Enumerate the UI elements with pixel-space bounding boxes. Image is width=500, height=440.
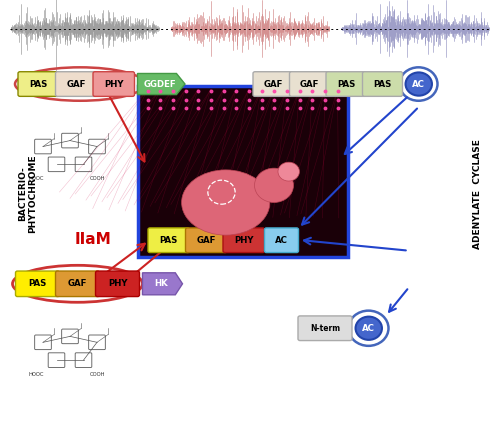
Text: PAS: PAS (160, 236, 178, 245)
Text: HK: HK (154, 279, 168, 288)
FancyBboxPatch shape (264, 228, 298, 253)
Text: AC: AC (362, 324, 375, 333)
Text: PHY: PHY (234, 236, 254, 245)
FancyBboxPatch shape (290, 72, 330, 96)
FancyBboxPatch shape (186, 228, 227, 253)
Text: GAF: GAF (196, 236, 216, 245)
Text: HOOC: HOOC (28, 176, 44, 181)
Text: ADENYLATE  CYCLASE: ADENYLATE CYCLASE (473, 139, 482, 249)
FancyBboxPatch shape (96, 271, 140, 297)
Text: GAF: GAF (68, 279, 87, 288)
FancyBboxPatch shape (56, 72, 97, 96)
FancyBboxPatch shape (253, 72, 293, 96)
Ellipse shape (182, 170, 270, 235)
Text: HOOC: HOOC (28, 372, 44, 377)
FancyBboxPatch shape (326, 72, 366, 96)
Text: PHY: PHY (104, 80, 124, 88)
Text: BACTERIO-
PHYTOCHROME: BACTERIO- PHYTOCHROME (18, 154, 37, 233)
Text: PAS: PAS (374, 80, 392, 88)
FancyBboxPatch shape (16, 271, 60, 297)
Text: PAS: PAS (337, 80, 355, 88)
Text: AC: AC (275, 236, 288, 245)
FancyBboxPatch shape (223, 228, 264, 253)
Circle shape (254, 168, 294, 202)
Polygon shape (138, 73, 185, 95)
FancyBboxPatch shape (148, 228, 190, 253)
Text: PAS: PAS (30, 80, 48, 88)
Text: IIaM: IIaM (74, 232, 111, 247)
Circle shape (356, 317, 382, 340)
Text: GAF: GAF (300, 80, 319, 88)
FancyBboxPatch shape (362, 72, 403, 96)
Text: PAS: PAS (28, 279, 46, 288)
FancyBboxPatch shape (18, 72, 59, 96)
Text: GAF: GAF (264, 80, 282, 88)
Text: COOH: COOH (89, 372, 105, 377)
Text: GGDEF: GGDEF (143, 80, 176, 88)
Circle shape (406, 73, 432, 95)
Text: GAF: GAF (66, 80, 86, 88)
FancyBboxPatch shape (93, 72, 134, 96)
Bar (138, 86, 348, 257)
Text: N-term: N-term (310, 324, 340, 333)
FancyBboxPatch shape (56, 271, 100, 297)
Text: AC: AC (412, 80, 425, 88)
FancyBboxPatch shape (298, 316, 352, 341)
Text: PHY: PHY (108, 279, 128, 288)
Text: COOH: COOH (89, 176, 105, 181)
Polygon shape (142, 273, 182, 295)
Circle shape (278, 162, 299, 181)
